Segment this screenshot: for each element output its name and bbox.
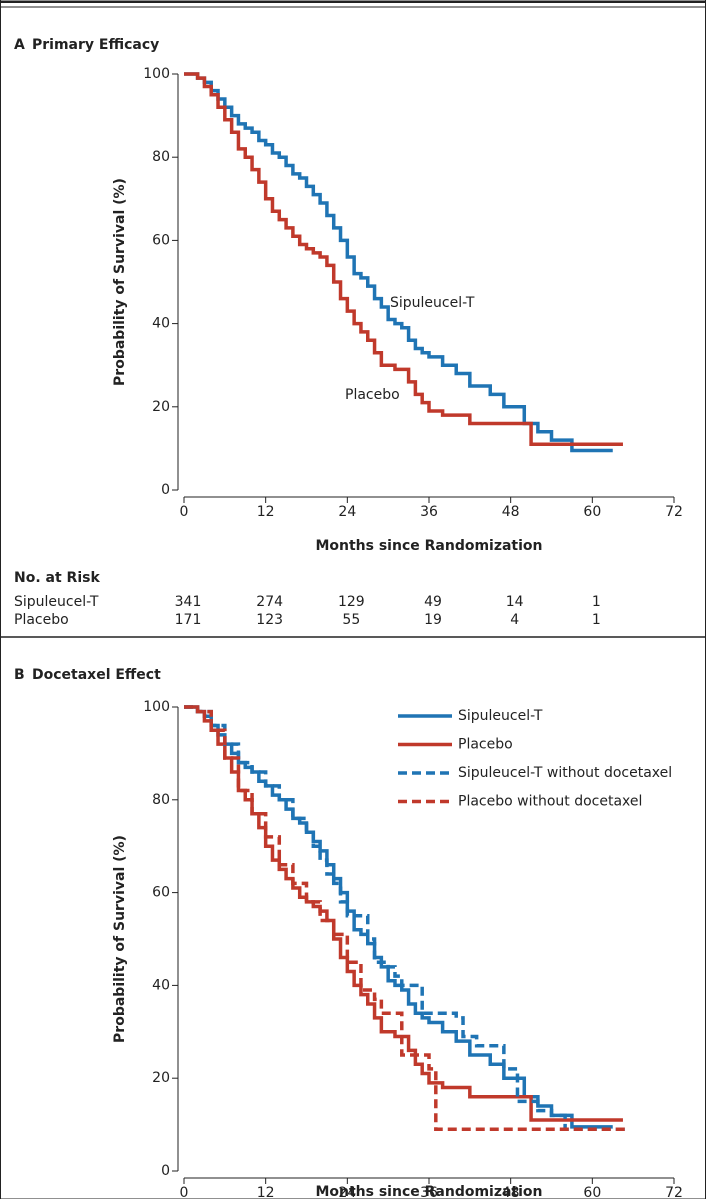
- x-tick-label: 0: [180, 504, 189, 520]
- x-tick-label: 36: [420, 1185, 438, 1199]
- risk-count: 19: [424, 612, 442, 628]
- x-tick-label: 12: [257, 504, 275, 520]
- y-tick-label: 80: [152, 149, 170, 165]
- x-tick-label: 48: [502, 504, 520, 520]
- panel-title: Docetaxel Effect: [32, 667, 161, 683]
- survival-curve: [184, 72, 613, 453]
- risk-count: 1: [592, 594, 601, 610]
- x-tick-label: 48: [502, 1185, 520, 1199]
- legend-label: Placebo: [458, 737, 513, 753]
- risk-table-title: No. at Risk: [14, 570, 100, 586]
- risk-count: 1: [592, 612, 601, 628]
- risk-count: 49: [424, 594, 442, 610]
- risk-count: 4: [510, 612, 519, 628]
- panel-letter: B: [14, 667, 25, 683]
- x-tick-label: 24: [338, 504, 356, 520]
- curve-label: Sipuleucel-T: [390, 295, 475, 311]
- risk-count: 129: [338, 594, 365, 610]
- y-tick-label: 40: [152, 316, 170, 332]
- y-axis-title: Probability of Survival (%): [112, 178, 128, 386]
- legend-label: Placebo without docetaxel: [458, 794, 642, 810]
- x-tick-label: 0: [180, 1185, 189, 1199]
- risk-count: 123: [256, 612, 283, 628]
- y-tick-label: 80: [152, 792, 170, 808]
- risk-count: 274: [256, 594, 283, 610]
- x-axis-title: Months since Randomization: [315, 538, 542, 554]
- survival-curve: [184, 705, 613, 1129]
- x-axis-title: Months since Randomization: [315, 1184, 542, 1199]
- y-tick-label: 60: [152, 232, 170, 248]
- x-tick-label: 60: [583, 504, 601, 520]
- y-axis-title: Probability of Survival (%): [112, 835, 128, 1043]
- y-tick-label: 100: [143, 699, 170, 715]
- x-tick-label: 12: [257, 1185, 275, 1199]
- risk-row-name: Sipuleucel-T: [14, 594, 99, 610]
- x-tick-label: 36: [420, 504, 438, 520]
- legend-label: Sipuleucel-T: [458, 708, 543, 724]
- risk-count: 14: [506, 594, 524, 610]
- risk-count: 171: [175, 612, 202, 628]
- x-tick-label: 24: [338, 1185, 356, 1199]
- y-tick-label: 20: [152, 1070, 170, 1086]
- y-tick-label: 60: [152, 885, 170, 901]
- y-tick-label: 40: [152, 977, 170, 993]
- risk-row-name: Placebo: [14, 612, 69, 628]
- curve-label: Placebo: [345, 387, 400, 403]
- x-tick-label: 72: [665, 504, 683, 520]
- y-tick-label: 100: [143, 66, 170, 82]
- panel-letter: A: [14, 37, 25, 53]
- survival-curve: [184, 72, 623, 446]
- dashed-survival-curve: [184, 705, 627, 1131]
- dashed-survival-curve: [184, 705, 627, 1131]
- x-tick-label: 60: [583, 1185, 601, 1199]
- x-tick-label: 72: [665, 1185, 683, 1199]
- risk-count: 55: [342, 612, 360, 628]
- panel-title: Primary Efficacy: [32, 37, 159, 53]
- survival-curve: [184, 705, 623, 1122]
- y-tick-label: 0: [161, 482, 170, 498]
- y-tick-label: 20: [152, 399, 170, 415]
- y-tick-label: 0: [161, 1163, 170, 1179]
- risk-count: 341: [175, 594, 202, 610]
- legend-label: Sipuleucel-T without docetaxel: [458, 765, 672, 781]
